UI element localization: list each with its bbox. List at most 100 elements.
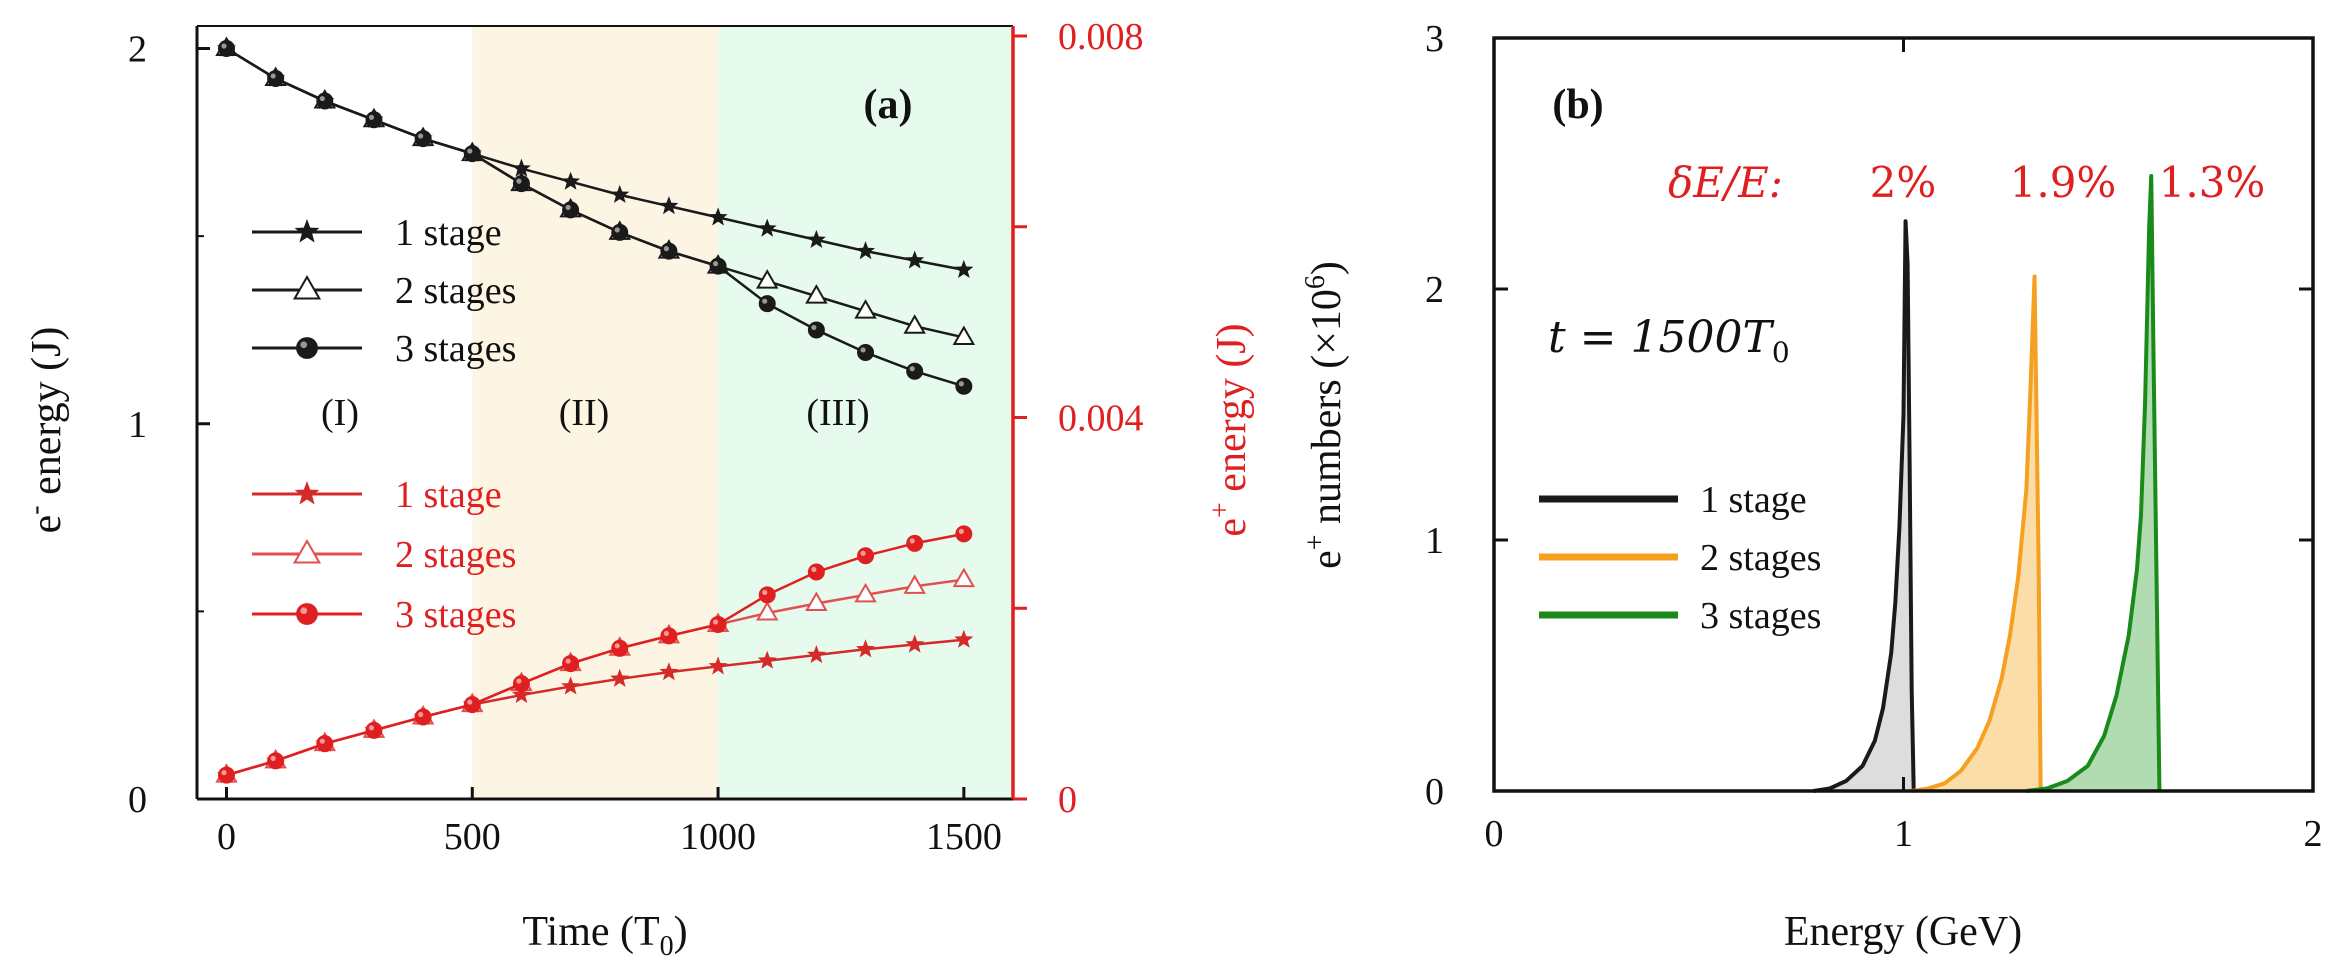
spectrum-fill-1 bbox=[1813, 221, 1914, 791]
series-right-1-point bbox=[610, 668, 630, 687]
spread-value-2: 1.9% bbox=[2010, 158, 2117, 207]
series-left-3-point-shine bbox=[467, 148, 473, 154]
series-right-1-point bbox=[905, 634, 925, 653]
spectrum-fill-3 bbox=[2026, 176, 2160, 791]
y-left-tick-label: 2 bbox=[128, 29, 147, 71]
series-right-2-point bbox=[903, 574, 926, 594]
y-left-tick-label: 0 bbox=[128, 779, 147, 821]
series-left-1-point bbox=[856, 241, 875, 260]
series-right-3-point bbox=[316, 735, 334, 753]
series-left-3-point bbox=[217, 40, 235, 58]
series-left-1-point bbox=[708, 207, 728, 226]
y-label-sup: + bbox=[1300, 534, 1331, 550]
series-left-3-point-shine bbox=[762, 298, 768, 304]
x-tick-label: 2 bbox=[2304, 813, 2323, 855]
x-tick-label: 0 bbox=[217, 816, 236, 858]
y-right-label-sup: + bbox=[1205, 502, 1236, 518]
legend-black-marker-3 bbox=[296, 337, 318, 359]
x-tick-label: 0 bbox=[1485, 813, 1504, 855]
region-label-1: (I) bbox=[321, 392, 359, 434]
series-left-line-3 bbox=[225, 47, 965, 388]
panel-a: (I) (II) (III) 0 500 1000 1500 0 1 2 0 0.004 0.008 Ti… bbox=[20, 16, 1255, 962]
series-left-3-point bbox=[955, 377, 973, 395]
series-left-3-point-shine bbox=[712, 261, 719, 267]
series-right-3-point-shine bbox=[958, 528, 964, 534]
series-right-3-point-shine bbox=[319, 738, 325, 744]
series-left-3-point-shine bbox=[319, 95, 325, 102]
series-right-3-point bbox=[611, 639, 629, 657]
x-tick-label: 1 bbox=[1894, 813, 1913, 855]
series-right-3-point-shine bbox=[712, 619, 719, 625]
series-right-3-point bbox=[463, 696, 481, 714]
series-left-3-point bbox=[512, 175, 530, 193]
y-left-axis-label: e- energy (J) bbox=[20, 327, 70, 534]
y-label-exp: 6 bbox=[1300, 275, 1331, 289]
legend-red-marker-3 bbox=[296, 603, 318, 625]
spread-value-1: 2% bbox=[1870, 158, 1937, 207]
spread-label: δE/E: bbox=[1668, 158, 1783, 207]
series-left-3-point bbox=[758, 295, 776, 313]
series-left-2-point bbox=[952, 325, 976, 345]
series-right-3-point-shine bbox=[614, 643, 620, 649]
series-left-1-point bbox=[561, 171, 581, 190]
series-right-3-point bbox=[709, 615, 727, 633]
series-right-2-point bbox=[755, 601, 779, 621]
series-right-1-point bbox=[708, 656, 728, 675]
legend-black-marker-3-shine bbox=[300, 341, 308, 349]
series-right-1-point bbox=[561, 676, 581, 695]
region-3 bbox=[718, 26, 1013, 799]
time-annotation: t = 1500T0 bbox=[1548, 312, 1790, 369]
series-left-2-point bbox=[755, 269, 779, 289]
series-right-3-point-shine bbox=[418, 711, 424, 718]
y-tick-label: 1 bbox=[1425, 520, 1444, 562]
legend-red-label-1: 1 stage bbox=[395, 474, 502, 516]
series-left-3-point bbox=[365, 111, 383, 129]
x-tick-label: 1500 bbox=[926, 816, 1002, 858]
legend-black-marker-2 bbox=[292, 274, 322, 300]
panel-label-a: (a) bbox=[864, 82, 913, 128]
legend-label-3: 3 stages bbox=[1700, 595, 1821, 637]
x-axis-label: Time (T0) bbox=[522, 909, 687, 962]
series-right-3-point bbox=[857, 547, 875, 565]
y-label-end: ) bbox=[1304, 261, 1350, 275]
series-left-3-point bbox=[807, 321, 825, 339]
y-right-tick-label: 0.004 bbox=[1058, 398, 1144, 440]
spectrum-line-3 bbox=[2026, 174, 2162, 793]
series-left-1-point bbox=[511, 158, 531, 177]
series-right-3-point bbox=[414, 708, 432, 726]
series-left-3-point bbox=[660, 242, 678, 260]
series-right-1-point bbox=[511, 685, 531, 704]
y-right-label-rest: energy (J) bbox=[1209, 323, 1255, 502]
x-tick-label: 500 bbox=[444, 816, 501, 858]
series-left-2-point bbox=[854, 299, 877, 319]
y-right-axis-label: e+ energy (J) bbox=[1205, 323, 1255, 536]
series-left-1-point bbox=[806, 229, 826, 248]
series-left-3-point bbox=[562, 201, 580, 219]
panel-b: 0 1 2 0 1 2 3 Energy (GeV) e+ numbers (×106) (b) t… bbox=[1300, 18, 2323, 955]
x-axis-label: Energy (GeV) bbox=[1784, 909, 2022, 955]
spectrum-line-2 bbox=[1911, 274, 2043, 793]
time-annotation-sub: 0 bbox=[1772, 336, 1790, 369]
series-left-3-point-shine bbox=[614, 227, 620, 233]
y-left-tick-label: 1 bbox=[128, 404, 147, 446]
series-right-3-point bbox=[512, 675, 530, 693]
series-right-3-point-shine bbox=[663, 630, 670, 637]
series-left-3-point-shine bbox=[958, 381, 964, 387]
x-axis-label-main: Time (T bbox=[522, 909, 659, 955]
series-right-3-point-shine bbox=[565, 658, 571, 664]
series-right-3-point bbox=[758, 586, 776, 604]
series-left-3-point-shine bbox=[860, 347, 866, 353]
series-left-1-point bbox=[757, 218, 777, 237]
legend-label-2: 2 stages bbox=[1700, 537, 1821, 579]
legend-red-marker-2 bbox=[292, 538, 322, 564]
series-right-2-point bbox=[805, 591, 828, 611]
spread-value-3: 1.3% bbox=[2159, 158, 2266, 207]
series-left-1-point bbox=[954, 259, 974, 278]
series-right-3-point-shine bbox=[762, 589, 768, 595]
panel-label-b: (b) bbox=[1552, 82, 1603, 128]
x-tick-label: 1000 bbox=[680, 816, 756, 858]
series-left-3-point bbox=[414, 130, 432, 148]
x-axis-label-sub: 0 bbox=[660, 931, 674, 962]
y-right-tick-label: 0 bbox=[1058, 779, 1077, 821]
y-tick-label: 0 bbox=[1425, 771, 1444, 813]
